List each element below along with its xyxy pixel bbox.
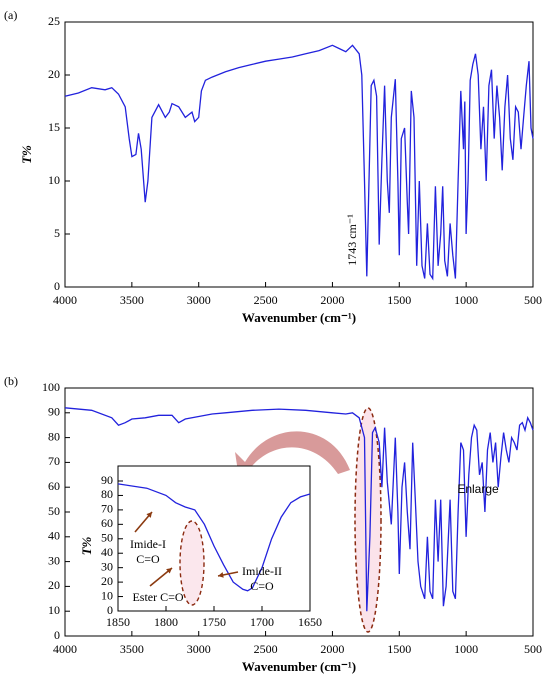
x-tick-label: 3000: [187, 642, 211, 656]
y-tick-label: 0: [107, 603, 113, 617]
y-tick-label: 0: [54, 279, 60, 293]
annotation: 1743 cm⁻¹: [345, 214, 359, 266]
y-tick-label: 50: [48, 504, 60, 518]
y-tick-label: 10: [101, 588, 113, 602]
panel-label: (b): [4, 374, 18, 388]
x-tick-label: 4000: [53, 293, 77, 307]
y-tick-label: 50: [101, 531, 113, 545]
y-tick-label: 20: [101, 574, 113, 588]
plot-frame: [117, 465, 311, 612]
y-tick-label: 30: [48, 553, 60, 567]
y-tick-label: 5: [54, 226, 60, 240]
y-tick-label: 25: [48, 14, 60, 28]
y-tick-label: 70: [101, 502, 113, 516]
annotation: C=O: [136, 552, 160, 566]
y-tick-label: 60: [48, 479, 60, 493]
y-tick-label: 60: [101, 516, 113, 530]
plot-frame: [64, 21, 534, 288]
enlarge-arrow: [235, 431, 350, 485]
panel-label: (a): [4, 8, 17, 22]
x-tick-label: 3000: [187, 293, 211, 307]
arrow-head: [146, 512, 152, 518]
x-tick-label: 1000: [454, 642, 478, 656]
y-tick-label: 40: [101, 545, 113, 559]
arrow-head: [218, 572, 224, 578]
x-tick-label: 2000: [320, 642, 344, 656]
y-tick-label: 80: [101, 487, 113, 501]
x-tick-label: 1700: [250, 615, 274, 629]
annotation: Enlarge: [457, 482, 499, 496]
y-tick-label: 100: [42, 380, 60, 394]
annotation: Imide-I: [130, 537, 166, 551]
x-tick-label: 1650: [298, 615, 322, 629]
x-tick-label: 1800: [154, 615, 178, 629]
y-tick-label: 10: [48, 173, 60, 187]
y-axis-label: T%: [19, 145, 34, 164]
y-tick-label: 90: [101, 473, 113, 487]
annotation: Ester C=O: [132, 590, 183, 604]
y-tick-label: 0: [54, 628, 60, 642]
y-tick-label: 15: [48, 120, 60, 134]
x-tick-label: 1000: [454, 293, 478, 307]
x-tick-label: 1500: [387, 293, 411, 307]
x-tick-label: 2500: [254, 293, 278, 307]
y-tick-label: 90: [48, 405, 60, 419]
x-tick-label: 500: [524, 293, 542, 307]
x-tick-label: 2500: [254, 642, 278, 656]
spectrum-line: [64, 44, 534, 281]
arrow-head: [166, 568, 172, 574]
x-tick-label: 2000: [320, 293, 344, 307]
x-tick-label: 4000: [53, 642, 77, 656]
y-tick-label: 40: [48, 529, 60, 543]
y-tick-label: 10: [48, 603, 60, 617]
y-tick-label: 20: [48, 67, 60, 81]
x-tick-label: 1500: [387, 642, 411, 656]
spectrum-line: [64, 407, 534, 612]
x-axis-label: Wavenumber (cm⁻¹): [242, 659, 356, 674]
y-tick-label: 70: [48, 454, 60, 468]
y-tick-label: 80: [48, 429, 60, 443]
annotation: Imide-II: [242, 564, 282, 578]
y-tick-label: 20: [48, 578, 60, 592]
x-tick-label: 3500: [120, 293, 144, 307]
x-axis-label: Wavenumber (cm⁻¹): [242, 310, 356, 325]
x-tick-label: 1850: [106, 615, 130, 629]
annotation: C=O: [250, 579, 274, 593]
x-tick-label: 500: [524, 642, 542, 656]
y-tick-label: 30: [101, 559, 113, 573]
spectrum-line: [117, 483, 311, 592]
y-axis-label: T%: [79, 536, 94, 555]
highlight-ellipse: [354, 407, 382, 633]
inset-ellipse: [179, 520, 205, 606]
x-tick-label: 3500: [120, 642, 144, 656]
x-tick-label: 1750: [202, 615, 226, 629]
